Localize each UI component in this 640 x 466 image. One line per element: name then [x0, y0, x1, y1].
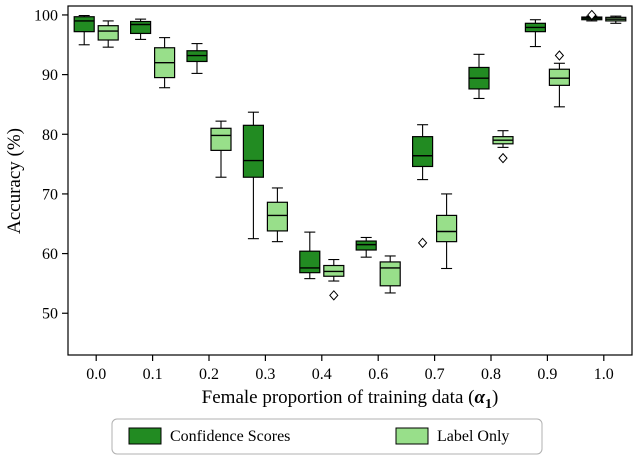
flier-diamond	[329, 290, 339, 301]
x-tick-label: 0.1	[143, 366, 163, 383]
box-body	[299, 250, 321, 274]
box-body	[73, 16, 95, 33]
y-tick-label: 90	[42, 67, 58, 84]
y-tick-label: 100	[34, 7, 58, 24]
x-tick-label: 0.6	[368, 366, 388, 383]
box-body	[412, 136, 434, 168]
legend-label-confidence-scores: Confidence Scores	[170, 428, 290, 445]
box-body	[548, 68, 571, 86]
flier-diamond	[417, 237, 428, 249]
legend-patch-label-only	[395, 427, 429, 445]
y-tick-label: 70	[42, 186, 58, 203]
x-axis-label-alpha: α	[474, 387, 485, 408]
y-tick-label: 80	[42, 127, 58, 144]
box-body	[379, 261, 401, 287]
x-axis-label-prefix: Female proportion of training data (	[202, 387, 475, 408]
box-body	[97, 25, 119, 41]
x-axis-label: Female proportion of training data (α1)	[202, 387, 499, 412]
plot-frame	[67, 5, 633, 356]
boxes-layer	[73, 9, 627, 301]
x-tick-label: 1.0	[594, 366, 614, 383]
flier-diamond	[498, 152, 508, 164]
x-tick-label: 0.0	[86, 366, 106, 383]
y-axis: 50 60 70 80 90 100	[34, 7, 68, 323]
x-tick-label: 0.8	[481, 366, 501, 383]
box-body	[242, 124, 264, 178]
box-confidence-0.4	[299, 231, 321, 280]
box-labelonly-0.6	[379, 255, 401, 294]
x-axis-label-suffix: )	[492, 387, 498, 408]
y-axis-label: Accuracy (%)	[4, 128, 25, 234]
box-labelonly-0.0	[97, 20, 119, 48]
y-tick-label: 50	[42, 306, 58, 323]
box-labelonly-0.4	[323, 258, 345, 301]
box-labelonly-0.1	[154, 37, 176, 89]
box-body	[130, 20, 152, 35]
box-labelonly-0.7	[436, 193, 458, 270]
box-confidence-0.9	[524, 19, 547, 48]
x-tick-label: 0.4	[312, 366, 332, 383]
box-labelonly-0.2	[210, 120, 232, 178]
x-tick-label: 0.7	[425, 366, 445, 383]
legend: Confidence Scores Label Only	[111, 418, 543, 455]
box-labelonly-0.8	[492, 130, 514, 164]
x-axis: 0.0 0.1 0.2 0.3 0.4 0.6 0.7 0.8 0.9 1.0	[86, 355, 614, 383]
flier-diamond	[554, 50, 565, 61]
box-labelonly-1.0	[605, 15, 627, 24]
flier-diamond	[587, 9, 597, 21]
box-labelonly-0.3	[266, 187, 288, 243]
box-confidence-0.0	[73, 14, 95, 46]
box-confidence-0.7	[412, 124, 434, 249]
box-body	[266, 201, 288, 232]
box-confidence-0.6	[355, 236, 377, 258]
legend-patch-confidence-scores	[128, 427, 162, 445]
x-tick-label: 0.9	[537, 366, 557, 383]
box-body	[210, 127, 232, 151]
legend-label-label-only: Label Only	[437, 428, 509, 445]
x-tick-label: 0.2	[199, 366, 219, 383]
box-confidence-0.8	[468, 53, 490, 100]
box-labelonly-0.9	[548, 50, 571, 108]
x-tick-label: 0.3	[255, 366, 275, 383]
box-confidence-0.3	[242, 111, 264, 240]
x-axis-label-subscript: 1	[485, 397, 492, 412]
box-confidence-0.1	[130, 18, 152, 40]
box-confidence-1.0	[581, 9, 603, 22]
box-confidence-0.2	[186, 43, 208, 74]
box-body	[436, 214, 458, 243]
y-tick-label: 60	[42, 246, 58, 263]
box-body	[355, 240, 377, 251]
legend-frame	[111, 418, 543, 455]
